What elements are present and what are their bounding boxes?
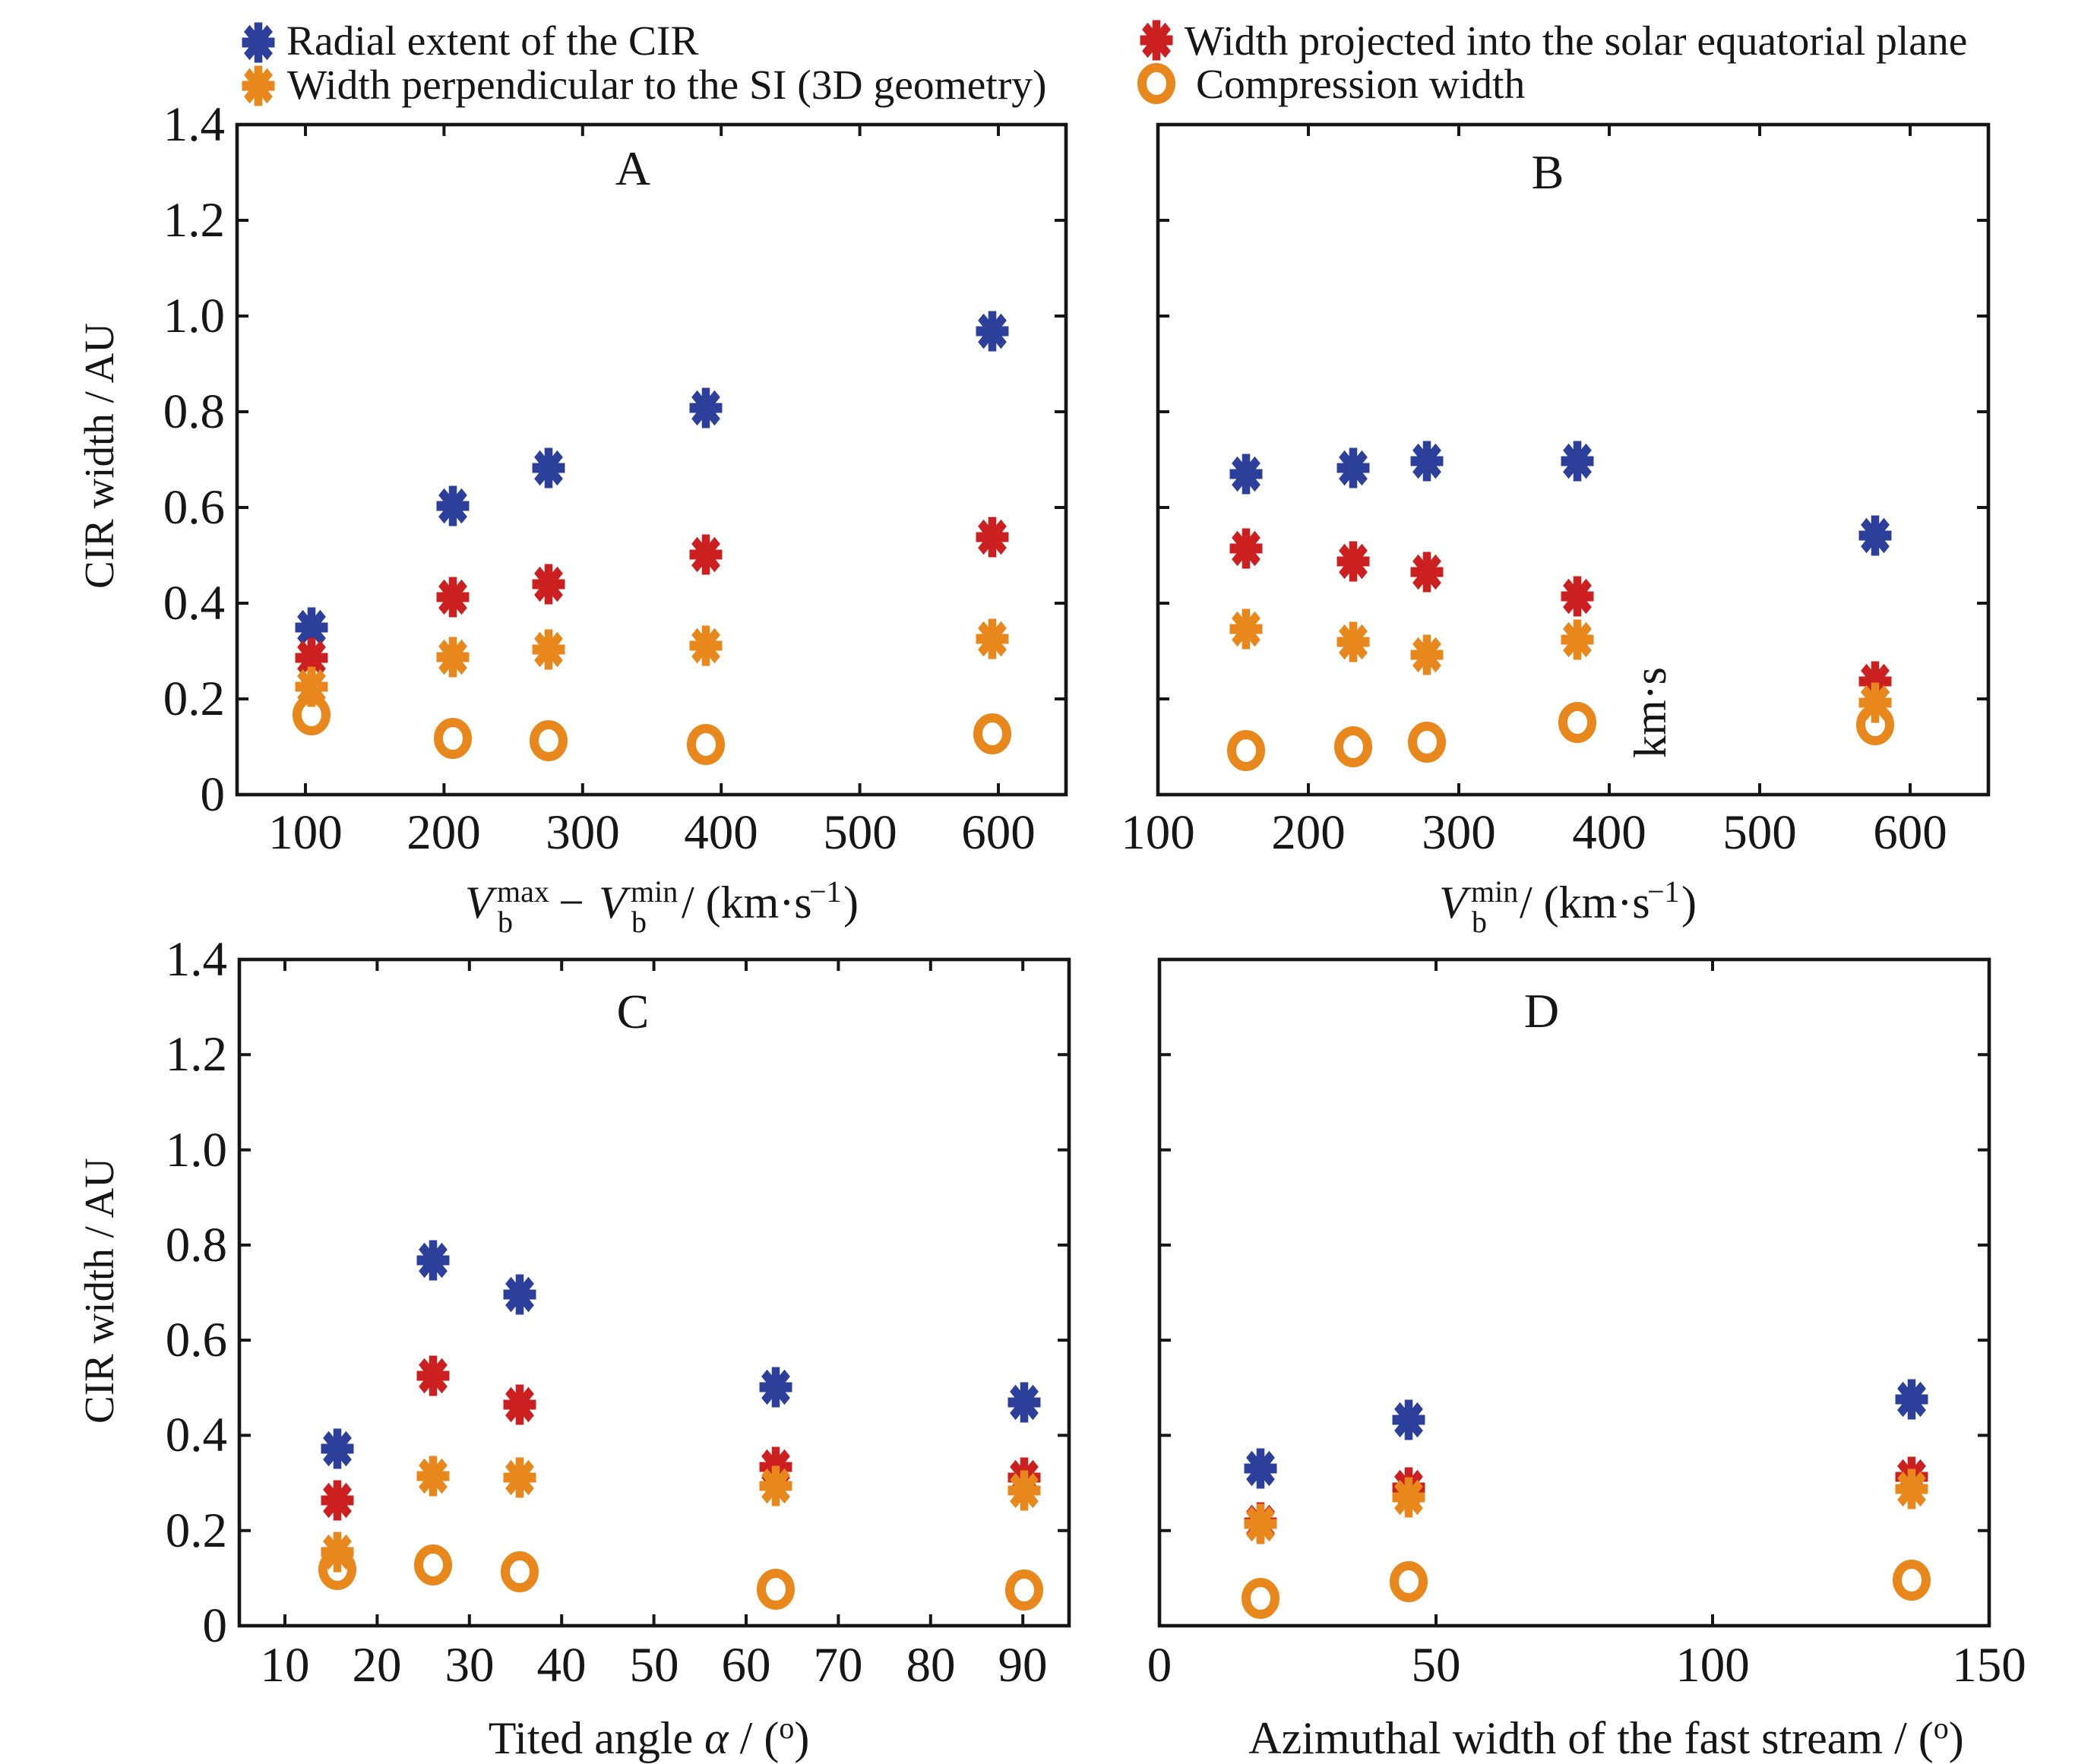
- svg-text:20: 20: [353, 1638, 402, 1693]
- svg-text:Width perpendicular to the SI: Width perpendicular to the SI (3D geomet…: [287, 62, 1047, 109]
- svg-text:600: 600: [1873, 805, 1947, 860]
- svg-text:600: 600: [961, 805, 1036, 860]
- svg-text:−1: −1: [1647, 874, 1680, 909]
- svg-text:Width projected into the solar: Width projected into the solar equatoria…: [1185, 18, 1967, 65]
- svg-text:50: 50: [630, 1638, 679, 1693]
- svg-text:A: A: [615, 141, 650, 195]
- svg-text:CIR width / AU: CIR width / AU: [76, 323, 122, 589]
- svg-text:400: 400: [684, 805, 758, 860]
- svg-text:0.4: 0.4: [163, 576, 225, 631]
- svg-text:): ): [1681, 877, 1697, 928]
- svg-text:500: 500: [823, 805, 897, 860]
- svg-text:150: 150: [1952, 1638, 2026, 1693]
- svg-text:400: 400: [1572, 805, 1646, 860]
- svg-text:100: 100: [268, 805, 343, 860]
- svg-text:10: 10: [261, 1638, 310, 1693]
- svg-text:V: V: [1439, 877, 1472, 928]
- svg-text:Azimuthal width of the fast st: Azimuthal width of the fast stream / (o): [1248, 1711, 1963, 1763]
- svg-text:300: 300: [546, 805, 620, 860]
- svg-text:0.6: 0.6: [166, 1313, 227, 1367]
- svg-text:/ (km·s: / (km·s: [1520, 877, 1650, 928]
- svg-text:Radial extent of the CIR: Radial extent of the CIR: [286, 18, 699, 65]
- svg-text:C: C: [617, 985, 650, 1038]
- svg-text:40: 40: [537, 1638, 587, 1693]
- svg-text:max: max: [497, 874, 549, 909]
- svg-text:1.0: 1.0: [163, 289, 225, 343]
- svg-text:−1: −1: [809, 874, 842, 909]
- svg-text:1.0: 1.0: [166, 1123, 227, 1178]
- svg-text:0: 0: [201, 767, 226, 822]
- svg-text:90: 90: [998, 1638, 1048, 1693]
- svg-text:Tited angle α / (o): Tited angle α / (o): [489, 1711, 810, 1763]
- svg-text:0: 0: [1147, 1638, 1172, 1693]
- svg-text:1.2: 1.2: [166, 1027, 227, 1082]
- svg-text:0.2: 0.2: [166, 1503, 227, 1558]
- svg-text:b: b: [1472, 905, 1487, 939]
- svg-text:min: min: [631, 874, 678, 909]
- svg-text:70: 70: [814, 1638, 863, 1693]
- svg-text:Compression width: Compression width: [1196, 62, 1525, 108]
- svg-text:200: 200: [1271, 805, 1346, 860]
- svg-text:0.6: 0.6: [163, 480, 225, 535]
- svg-text:30: 30: [445, 1638, 495, 1693]
- svg-text:0: 0: [203, 1598, 228, 1653]
- svg-text:b: b: [498, 905, 513, 939]
- svg-text:60: 60: [722, 1638, 771, 1693]
- svg-text:): ): [843, 877, 859, 928]
- svg-text:V: V: [599, 877, 631, 928]
- svg-text:−: −: [558, 877, 584, 928]
- svg-text:0.8: 0.8: [166, 1218, 227, 1272]
- svg-text:km·s: km·s: [1625, 667, 1675, 758]
- svg-text:100: 100: [1675, 1638, 1750, 1693]
- svg-text:0.2: 0.2: [163, 672, 225, 726]
- svg-text:0.4: 0.4: [166, 1408, 227, 1462]
- svg-text:CIR width / AU: CIR width / AU: [76, 1158, 122, 1424]
- svg-text:D: D: [1524, 984, 1559, 1038]
- svg-text:B: B: [1532, 145, 1564, 199]
- svg-text:80: 80: [906, 1638, 956, 1693]
- svg-text:min: min: [1471, 874, 1518, 909]
- svg-text:300: 300: [1422, 805, 1496, 860]
- svg-text:100: 100: [1121, 805, 1195, 860]
- svg-text:0.8: 0.8: [163, 384, 225, 439]
- svg-text:500: 500: [1722, 805, 1797, 860]
- svg-text:/ (km·s: / (km·s: [682, 877, 812, 928]
- svg-text:50: 50: [1412, 1638, 1461, 1693]
- svg-text:1.4: 1.4: [163, 97, 225, 152]
- svg-text:b: b: [631, 905, 647, 939]
- svg-text:V: V: [465, 877, 498, 928]
- svg-text:200: 200: [406, 805, 481, 860]
- svg-text:1.2: 1.2: [163, 193, 225, 248]
- svg-text:1.4: 1.4: [166, 932, 227, 987]
